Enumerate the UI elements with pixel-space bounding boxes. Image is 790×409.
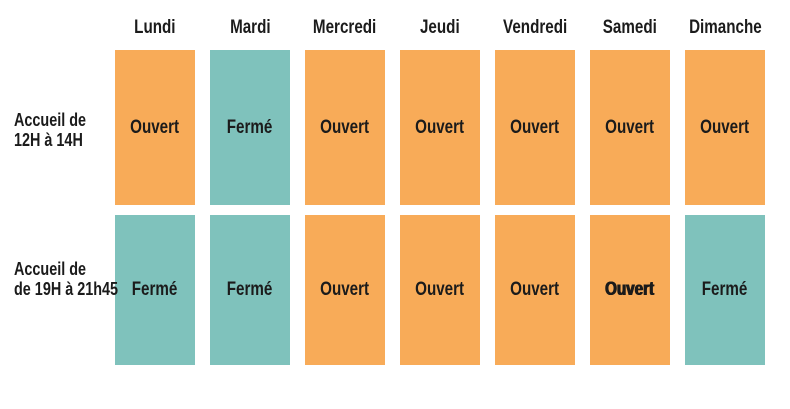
cell-status-label: Ouvert — [415, 116, 465, 138]
cell-mardi-midday: Fermé — [210, 50, 290, 205]
row-label-line: Accueil de — [14, 110, 87, 130]
cell-samedi-evening: Ouvert — [590, 215, 670, 365]
cell-jeudi-midday: Ouvert — [400, 50, 480, 205]
cell-status-label: Fermé — [132, 279, 178, 300]
day-header-mardi: Mardi — [210, 0, 290, 40]
cell-samedi-midday: Ouvert — [590, 50, 670, 205]
cell-lundi-midday: Ouvert — [115, 50, 195, 205]
row-label-line: de 19H à 21h45 — [14, 279, 119, 299]
row-label-evening: Accueil de de 19H à 21h45 — [0, 215, 119, 365]
cell-vendredi-midday: Ouvert — [495, 50, 575, 205]
cell-status-label: Ouvert — [320, 279, 370, 300]
day-header-mercredi: Mercredi — [305, 0, 385, 40]
day-header-label: Dimanche — [688, 17, 762, 38]
cell-status-label: Ouvert — [700, 116, 750, 138]
day-header-lundi: Lundi — [115, 0, 195, 40]
day-header-samedi: Samedi — [590, 0, 670, 40]
cell-status-label: Fermé — [702, 279, 748, 300]
cell-status-label: Ouvert — [605, 116, 655, 138]
cell-status-label: Ouvert — [510, 116, 560, 138]
cell-status-label: Ouvert — [320, 116, 370, 138]
row-label-line: Accueil de — [14, 259, 87, 279]
cell-mercredi-midday: Ouvert — [305, 50, 385, 205]
cell-lundi-evening: Fermé — [115, 215, 195, 365]
row-label-midday: Accueil de 12H à 14H — [0, 50, 100, 205]
cell-dimanche-midday: Ouvert — [685, 50, 765, 205]
schedule-table: Lundi Mardi Mercredi Jeudi Vendredi Same… — [0, 0, 765, 365]
day-header-label: Mardi — [229, 17, 271, 38]
cell-dimanche-evening: Fermé — [685, 215, 765, 365]
cell-mardi-evening: Fermé — [210, 215, 290, 365]
cell-status-label: Fermé — [227, 116, 273, 138]
day-header-jeudi: Jeudi — [400, 0, 480, 40]
cell-vendredi-evening: Ouvert — [495, 215, 575, 365]
cell-status-label: Ouvert — [415, 279, 465, 300]
cell-status-label: Ouvert — [605, 279, 655, 300]
day-header-label: Jeudi — [420, 17, 460, 38]
cell-mercredi-evening: Ouvert — [305, 215, 385, 365]
cell-status-label: Ouvert — [130, 116, 180, 138]
day-header-label: Samedi — [602, 17, 658, 38]
cell-status-label: Fermé — [227, 279, 273, 300]
day-header-label: Mercredi — [313, 17, 377, 38]
day-header-dimanche: Dimanche — [685, 0, 765, 40]
day-header-vendredi: Vendredi — [495, 0, 575, 40]
cell-status-label: Ouvert — [510, 279, 560, 300]
cell-jeudi-evening: Ouvert — [400, 215, 480, 365]
day-header-label: Vendredi — [502, 17, 568, 38]
row-label-line: 12H à 14H — [14, 130, 83, 150]
day-header-label: Lundi — [134, 17, 176, 38]
